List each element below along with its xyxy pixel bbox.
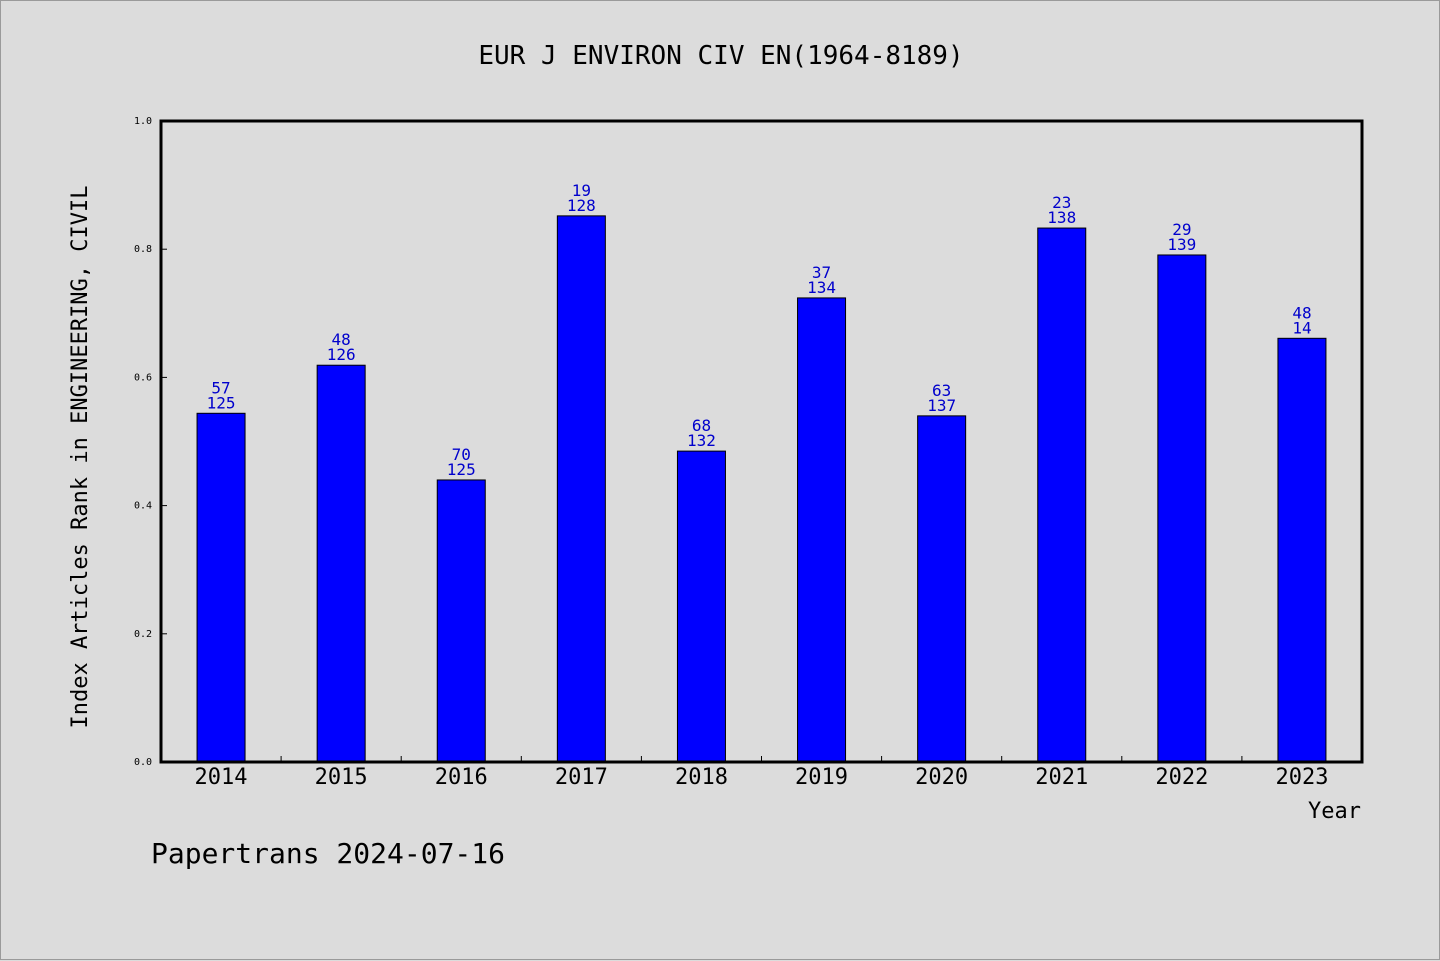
bar-2020	[917, 415, 967, 763]
x-tick-label-2022: 2022	[1155, 765, 1208, 790]
x-tick-label-2015: 2015	[315, 765, 368, 790]
x-tick-label-2017: 2017	[555, 765, 608, 790]
bar-2019	[797, 297, 847, 763]
bar-label-bottom-2019: 134	[807, 278, 836, 297]
bar-2021	[1037, 227, 1087, 763]
bar-label-top-2016: 70	[452, 445, 471, 464]
x-tick-label-2023: 2023	[1275, 765, 1328, 790]
y-tick-label-0.0: 0.0	[134, 757, 152, 768]
bar-2022	[1157, 254, 1207, 763]
x-tick-label-2016: 2016	[435, 765, 488, 790]
x-tick-label-2014: 2014	[195, 765, 248, 790]
bar-label-top-2018: 68	[692, 416, 711, 435]
x-tick-label-2019: 2019	[795, 765, 848, 790]
bar-label-bottom-2021: 138	[1047, 208, 1076, 227]
bar-labels-group: 5712548126701251912868132371346313723138…	[207, 181, 1312, 479]
bar-label-bottom-2017: 128	[567, 196, 596, 215]
bar-2017	[556, 215, 606, 763]
bar-label-top-2019: 37	[812, 263, 831, 282]
footer-credit: Papertrans 2024-07-16	[151, 837, 505, 870]
bar-label-bottom-2015: 126	[327, 345, 356, 364]
bar-label-top-2023: 48	[1292, 303, 1311, 322]
plot-area-border	[159, 119, 1364, 764]
y-tick-label-0.6: 0.6	[134, 372, 152, 383]
bar-label-top-2021: 23	[1052, 193, 1071, 212]
bar-label-bottom-2023: 14	[1292, 318, 1311, 337]
y-tick-label-1.0: 1.0	[134, 116, 152, 127]
x-axis-ticks: 2014 2015 2016 2017 2018 2019 2020 2021 2022 2023	[195, 756, 1328, 790]
chart-title: EUR J ENVIRON CIV EN(1964-8189)	[478, 41, 963, 71]
y-tick-label-0.2: 0.2	[134, 629, 152, 640]
bar-label-bottom-2014: 125	[207, 393, 236, 412]
y-tick-label-0.4: 0.4	[134, 501, 152, 512]
bar-label-top-2020: 63	[932, 381, 951, 400]
bar-2016	[436, 479, 486, 763]
bar-label-top-2014: 57	[211, 378, 230, 397]
bar-2014	[196, 412, 246, 763]
bar-label-top-2022: 29	[1172, 220, 1191, 239]
bar-label-bottom-2022: 139	[1167, 235, 1196, 254]
x-axis-label: Year	[1308, 799, 1361, 824]
bar-label-bottom-2018: 132	[687, 431, 716, 450]
bar-label-top-2017: 19	[572, 181, 591, 200]
bar-2015	[316, 364, 366, 763]
bar-label-bottom-2020: 137	[927, 396, 956, 415]
y-tick-label-0.8: 0.8	[134, 244, 152, 255]
bars-group	[196, 215, 1327, 763]
x-tick-label-2020: 2020	[915, 765, 968, 790]
bar-label-bottom-2016: 125	[447, 460, 476, 479]
bar-2018	[676, 450, 726, 763]
x-tick-label-2018: 2018	[675, 765, 728, 790]
y-axis-label: Index Articles Rank in ENGINEERING, CIVI…	[68, 185, 93, 728]
x-tick-label-2021: 2021	[1035, 765, 1088, 790]
bar-label-top-2015: 48	[332, 330, 351, 349]
bar-2023	[1277, 337, 1327, 763]
